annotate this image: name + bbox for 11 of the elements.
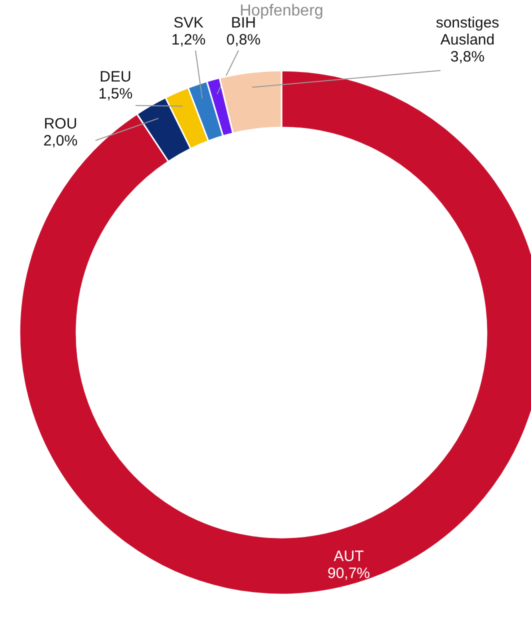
slice-label: SVK [173, 14, 204, 32]
slice-label: AUT [334, 548, 364, 566]
data-label: 2,0% [43, 132, 78, 150]
data-label: 3,8% [450, 48, 485, 66]
slice-label: sonstiges Ausland [436, 14, 500, 48]
slice-label: ROU [44, 116, 78, 132]
slice-label: DEU [100, 68, 132, 86]
data-label: 1,5% [98, 86, 133, 102]
data-label: 1,2% [171, 32, 206, 48]
data-label: 90,7% [327, 565, 370, 582]
data-label: 0,8% [226, 32, 261, 48]
